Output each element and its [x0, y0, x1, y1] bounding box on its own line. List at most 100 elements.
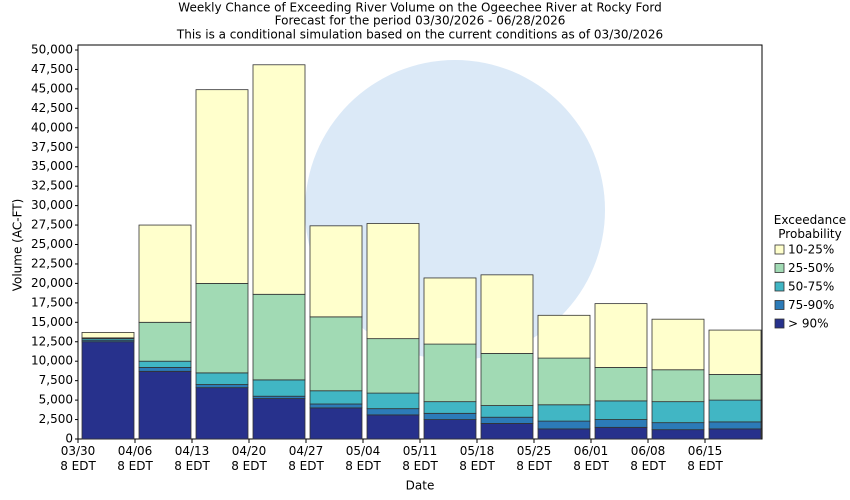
- bar-segment: [651, 369, 705, 403]
- y-tick-label: 5,000: [39, 393, 73, 407]
- bar-segment: [423, 401, 477, 414]
- bar-segment: [651, 422, 705, 431]
- y-tick-label: 47,500: [31, 62, 73, 76]
- bar-segment: [366, 414, 420, 440]
- legend-swatch: [774, 244, 785, 255]
- bar-segment: [252, 293, 306, 381]
- y-tick-label: 20,000: [31, 276, 73, 290]
- bar-segment: [195, 282, 249, 374]
- y-tick-label: 12,500: [31, 334, 73, 348]
- bar-segment: [309, 225, 363, 318]
- x-tick-label: 04/20 8 EDT: [231, 444, 267, 473]
- bar-segment: [480, 274, 534, 354]
- bar-segment: [708, 399, 762, 423]
- chart-subtitle: This is a conditional simulation based o…: [176, 28, 663, 42]
- bar-segment: [366, 408, 420, 416]
- bar-segment: [708, 329, 762, 375]
- bar-segment: [480, 405, 534, 418]
- bar-segment: [423, 419, 477, 440]
- bar-segment: [309, 316, 363, 392]
- bar-segment: [252, 64, 306, 295]
- bar-segment: [537, 404, 591, 422]
- bar-segment: [480, 416, 534, 424]
- bar-segment: [252, 379, 306, 397]
- y-tick-label: 17,500: [31, 295, 73, 309]
- bar-segment: [81, 332, 135, 339]
- bar-segment: [594, 367, 648, 402]
- bar-segment: [594, 426, 648, 440]
- bar-segment: [366, 392, 420, 410]
- bar-segment: [366, 223, 420, 340]
- bar-segment: [651, 318, 705, 371]
- y-tick-label: 15,000: [31, 315, 73, 329]
- x-tick-label: 05/18 8 EDT: [459, 444, 495, 473]
- x-tick-label: 03/30 8 EDT: [60, 444, 96, 473]
- y-tick-label: 10,000: [31, 354, 73, 368]
- bar-segment: [195, 384, 249, 389]
- legend-swatch: [774, 281, 785, 292]
- x-tick-label: 04/27 8 EDT: [288, 444, 324, 473]
- legend-swatch: [774, 318, 785, 329]
- y-tick-label: 2,500: [39, 412, 73, 426]
- legend-label: 50-75%: [788, 280, 834, 294]
- bar-segment: [309, 407, 363, 440]
- bar-segment: [138, 367, 192, 372]
- y-tick-label: 37,500: [31, 140, 73, 154]
- y-tick-label: 40,000: [31, 120, 73, 134]
- bar-segment: [252, 398, 306, 440]
- legend-label: > 90%: [788, 317, 829, 331]
- legend-title: Exceedance Probability: [774, 213, 846, 241]
- bar-segment: [423, 343, 477, 403]
- bar-segment: [195, 89, 249, 284]
- bar-segment: [138, 370, 192, 440]
- bar-segment: [651, 401, 705, 424]
- y-tick-label: 45,000: [31, 81, 73, 95]
- bar-segment: [537, 420, 591, 430]
- bar-segment: [480, 353, 534, 406]
- legend-label: 25-50%: [788, 261, 834, 275]
- bar-segment: [537, 428, 591, 440]
- x-tick-label: 04/06 8 EDT: [117, 444, 153, 473]
- y-axis-label: Volume (AC-FT): [11, 199, 25, 292]
- y-tick-label: 35,000: [31, 159, 73, 173]
- x-tick-label: 05/04 8 EDT: [345, 444, 381, 473]
- bar-segment: [708, 374, 762, 401]
- bar-segment: [708, 428, 762, 440]
- x-tick-label: 04/13 8 EDT: [174, 444, 210, 473]
- bar-segment: [594, 400, 648, 420]
- y-tick-label: 22,500: [31, 256, 73, 270]
- x-tick-label: 06/01 8 EDT: [573, 444, 609, 473]
- bar-segment: [594, 419, 648, 428]
- x-tick-label: 06/15 8 EDT: [687, 444, 723, 473]
- bar-segment: [537, 314, 591, 359]
- x-tick-label: 05/11 8 EDT: [402, 444, 438, 473]
- bar-segment: [480, 423, 534, 440]
- legend-label: 75-90%: [788, 298, 834, 312]
- y-tick-label: 30,000: [31, 198, 73, 212]
- bar-segment: [594, 303, 648, 368]
- legend-swatch: [774, 263, 785, 273]
- bar-segment: [138, 321, 192, 362]
- y-tick-label: 42,500: [31, 101, 73, 115]
- legend-swatch: [774, 300, 785, 310]
- bar-segment: [309, 403, 363, 409]
- bar-segment: [708, 421, 762, 430]
- bar-segment: [195, 387, 249, 440]
- bar-segment: [537, 357, 591, 406]
- bar-segment: [138, 360, 192, 368]
- legend-label: 10-25%: [788, 243, 834, 257]
- bar-segment: [423, 412, 477, 420]
- bar-segment: [138, 224, 192, 323]
- y-tick-label: 32,500: [31, 179, 73, 193]
- bar-segment: [309, 390, 363, 405]
- bar-segment: [195, 372, 249, 385]
- chart-subtitle: Forecast for the period 03/30/2026 - 06/…: [275, 14, 566, 28]
- x-tick-label: 05/25 8 EDT: [516, 444, 552, 473]
- y-tick-label: 25,000: [31, 237, 73, 251]
- bar-segment: [366, 338, 420, 394]
- bar-segment: [423, 277, 477, 345]
- y-tick-label: 27,500: [31, 218, 73, 232]
- bar-segment: [81, 341, 135, 440]
- y-tick-label: 50,000: [31, 43, 73, 57]
